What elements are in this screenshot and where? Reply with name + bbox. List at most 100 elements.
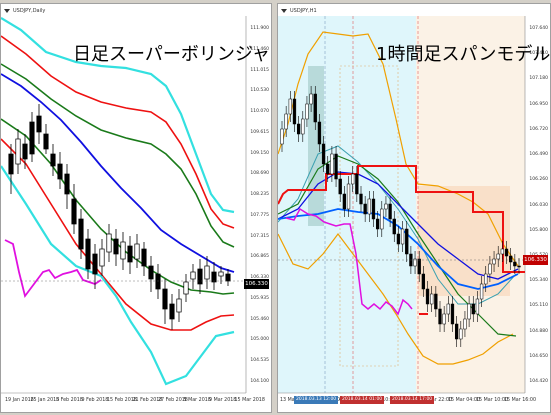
time-axis: 19 Jan 2018 25 Jan 2018 5 Feb 2018 9 Feb 20… bbox=[1, 392, 271, 412]
symbol-label: USDJPY,Daily bbox=[4, 8, 45, 14]
session-shade-right bbox=[416, 16, 525, 393]
candle-body bbox=[57, 163, 63, 180]
price-tick-label: 105.110 bbox=[529, 303, 548, 309]
candle-body bbox=[218, 271, 224, 277]
time-tick-label: 9 Feb 2018 bbox=[81, 398, 109, 403]
candle-body bbox=[22, 143, 28, 160]
candle-body bbox=[141, 248, 147, 267]
candle-body bbox=[162, 288, 168, 310]
price-tick-label: 111.015 bbox=[250, 67, 269, 73]
time-tick-label: 19 Jan 2018 bbox=[5, 398, 34, 403]
candle-body bbox=[120, 241, 126, 260]
current-price-tag: 106.330 bbox=[244, 279, 269, 289]
candle-body bbox=[334, 153, 338, 180]
candle-body bbox=[484, 273, 488, 285]
time-tick-label: 21 Feb 2018 bbox=[132, 398, 163, 403]
candle-body bbox=[392, 218, 396, 235]
candle-body bbox=[29, 121, 35, 155]
band-lower-line bbox=[278, 233, 514, 365]
candle-body bbox=[355, 173, 359, 195]
candle-body bbox=[71, 198, 77, 225]
candle-body bbox=[388, 203, 392, 220]
candle-body bbox=[363, 203, 367, 215]
candle-body bbox=[434, 293, 438, 310]
time-tick-label: 14 Mar 22:00 bbox=[420, 398, 453, 403]
daily-chart-canvas[interactable] bbox=[1, 4, 272, 413]
price-tick-label: 107.410 bbox=[529, 51, 548, 57]
candle-body bbox=[309, 93, 313, 105]
candle-body bbox=[375, 218, 380, 230]
candle-body bbox=[148, 265, 154, 280]
candle-body bbox=[183, 281, 189, 295]
candle-body bbox=[421, 273, 426, 290]
price-axis: 111.900 111.460 111.015 110.530 110.070 109.6… bbox=[245, 4, 271, 392]
candle-body bbox=[317, 121, 322, 145]
price-tick-label: 104.650 bbox=[529, 353, 548, 359]
symbol-text: USDJPY,Daily bbox=[13, 8, 46, 14]
band-upper-line bbox=[278, 31, 519, 267]
candle-body bbox=[134, 243, 140, 260]
highlighted-time-label: 2018.03.14 01:00 bbox=[340, 396, 385, 404]
time-axis: 13 Mar13 Mar 22:0014 Mar 04:0014 Mar 10:… bbox=[278, 392, 550, 412]
candle-body bbox=[438, 308, 442, 325]
price-tick-label: 106.490 bbox=[529, 152, 548, 158]
candle-body bbox=[127, 245, 133, 263]
candle-body bbox=[396, 233, 401, 245]
candle-body bbox=[8, 153, 14, 175]
price-tick-label: 109.615 bbox=[250, 129, 269, 135]
time-tick-label: 15 Mar 04:00 bbox=[448, 398, 481, 403]
candle-body bbox=[15, 138, 21, 165]
candle-body bbox=[292, 98, 297, 125]
price-tick-label: 111.460 bbox=[250, 46, 269, 52]
candle-body bbox=[326, 163, 330, 175]
time-tick-label: 13 Mar bbox=[280, 398, 297, 403]
bollinger-upper2-line bbox=[1, 35, 235, 229]
candle-body bbox=[359, 193, 363, 205]
candle-body bbox=[330, 153, 334, 175]
hourly-chart-window[interactable]: USDJPY,H1 1時間足スパンモデル 107.640 107.410 107.1… bbox=[277, 3, 551, 413]
candle-body bbox=[513, 261, 517, 267]
time-tick-label: 5 Mar 2018 bbox=[183, 398, 211, 403]
time-tick-label: 15 Mar 2018 bbox=[234, 398, 265, 403]
candle-body bbox=[459, 328, 463, 340]
highlight-zone bbox=[308, 66, 324, 226]
candle-body bbox=[190, 271, 196, 280]
price-tick-label: 110.070 bbox=[250, 109, 269, 115]
symbol-label: USDJPY,H1 bbox=[281, 8, 317, 14]
candle-body bbox=[36, 115, 42, 133]
bollinger-upper3-line bbox=[1, 17, 235, 214]
candle-body bbox=[301, 118, 305, 135]
candle-body bbox=[413, 258, 417, 267]
price-tick-label: 104.880 bbox=[529, 328, 548, 334]
candle-body bbox=[475, 298, 480, 315]
price-tick-label: 105.935 bbox=[250, 295, 269, 301]
chart-title: 1時間足スパンモデル bbox=[376, 44, 551, 65]
dropdown-arrow-icon bbox=[4, 8, 10, 13]
hourly-chart-canvas[interactable] bbox=[278, 4, 551, 413]
price-tick-label: 111.900 bbox=[250, 26, 269, 31]
time-tick-label: 27 Feb 2018 bbox=[158, 398, 188, 403]
price-tick-label: 106.330 bbox=[250, 275, 269, 281]
price-tick-label: 107.315 bbox=[250, 233, 269, 239]
candle-body bbox=[176, 298, 182, 313]
candle-body bbox=[351, 173, 355, 185]
price-tick-label: 108.235 bbox=[250, 192, 269, 198]
candle-body bbox=[204, 265, 210, 280]
price-tick-label: 106.720 bbox=[529, 126, 548, 132]
candle-body bbox=[504, 248, 509, 257]
candle-body bbox=[321, 143, 326, 165]
price-tick-label: 106.260 bbox=[529, 177, 548, 183]
candle-body bbox=[346, 183, 351, 210]
candle-body bbox=[380, 208, 384, 230]
plot-area bbox=[1, 16, 246, 393]
lagging-span-line bbox=[285, 207, 413, 316]
candle-body bbox=[338, 178, 342, 195]
candle-body bbox=[288, 98, 292, 115]
price-tick-label: 106.865 bbox=[250, 254, 269, 260]
candle-body bbox=[500, 248, 505, 255]
daily-chart-window[interactable]: USDJPY,Daily 日足スーパーボリンジャー 111.900 111.460… bbox=[0, 3, 272, 413]
candle-body bbox=[113, 238, 119, 255]
price-tick-label: 107.180 bbox=[529, 76, 548, 82]
candle-body bbox=[225, 273, 231, 282]
candle-body bbox=[367, 198, 371, 215]
